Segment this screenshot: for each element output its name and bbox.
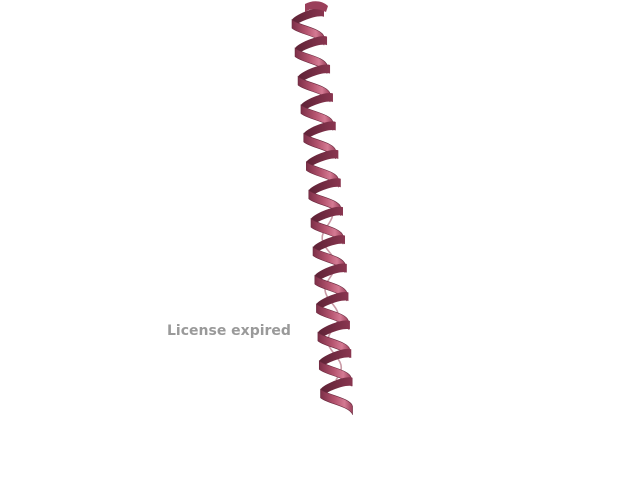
helix-back-segment [313, 235, 346, 256]
helix-back-segment [314, 263, 347, 285]
helix-back-segment [295, 36, 328, 57]
helix-front-segment [314, 274, 348, 302]
helix-front-segment [308, 189, 342, 216]
helix-back-segment [308, 178, 341, 199]
helix-front-segment [306, 161, 339, 188]
helix-front-segment [318, 360, 352, 387]
helix-back-segment [292, 7, 324, 29]
helix-front-segment [312, 246, 346, 273]
helix-back-segment [310, 206, 343, 228]
helix-back-segment [298, 64, 331, 86]
helix-back-segment [306, 149, 339, 171]
helix-back-segment [319, 348, 352, 370]
helix-front-segment [297, 75, 331, 103]
helix-front-segment [300, 104, 334, 131]
helix-front-segment [294, 47, 328, 74]
helix-front-segment [317, 331, 351, 359]
helix-front-segment [291, 18, 325, 46]
helix-front-segment [320, 388, 353, 415]
helix-front-segment [316, 303, 349, 330]
license-expired-watermark: License expired [167, 323, 291, 339]
helix-back-segment [317, 320, 350, 341]
helix-back-segment [303, 121, 336, 142]
helix-front-segment [310, 217, 344, 245]
helix-back-segment [316, 291, 349, 313]
helix-back-segment [300, 92, 333, 114]
helix-front-segment [303, 132, 337, 160]
helix-top-cap [305, 1, 328, 13]
helix-back-segment [320, 377, 353, 398]
